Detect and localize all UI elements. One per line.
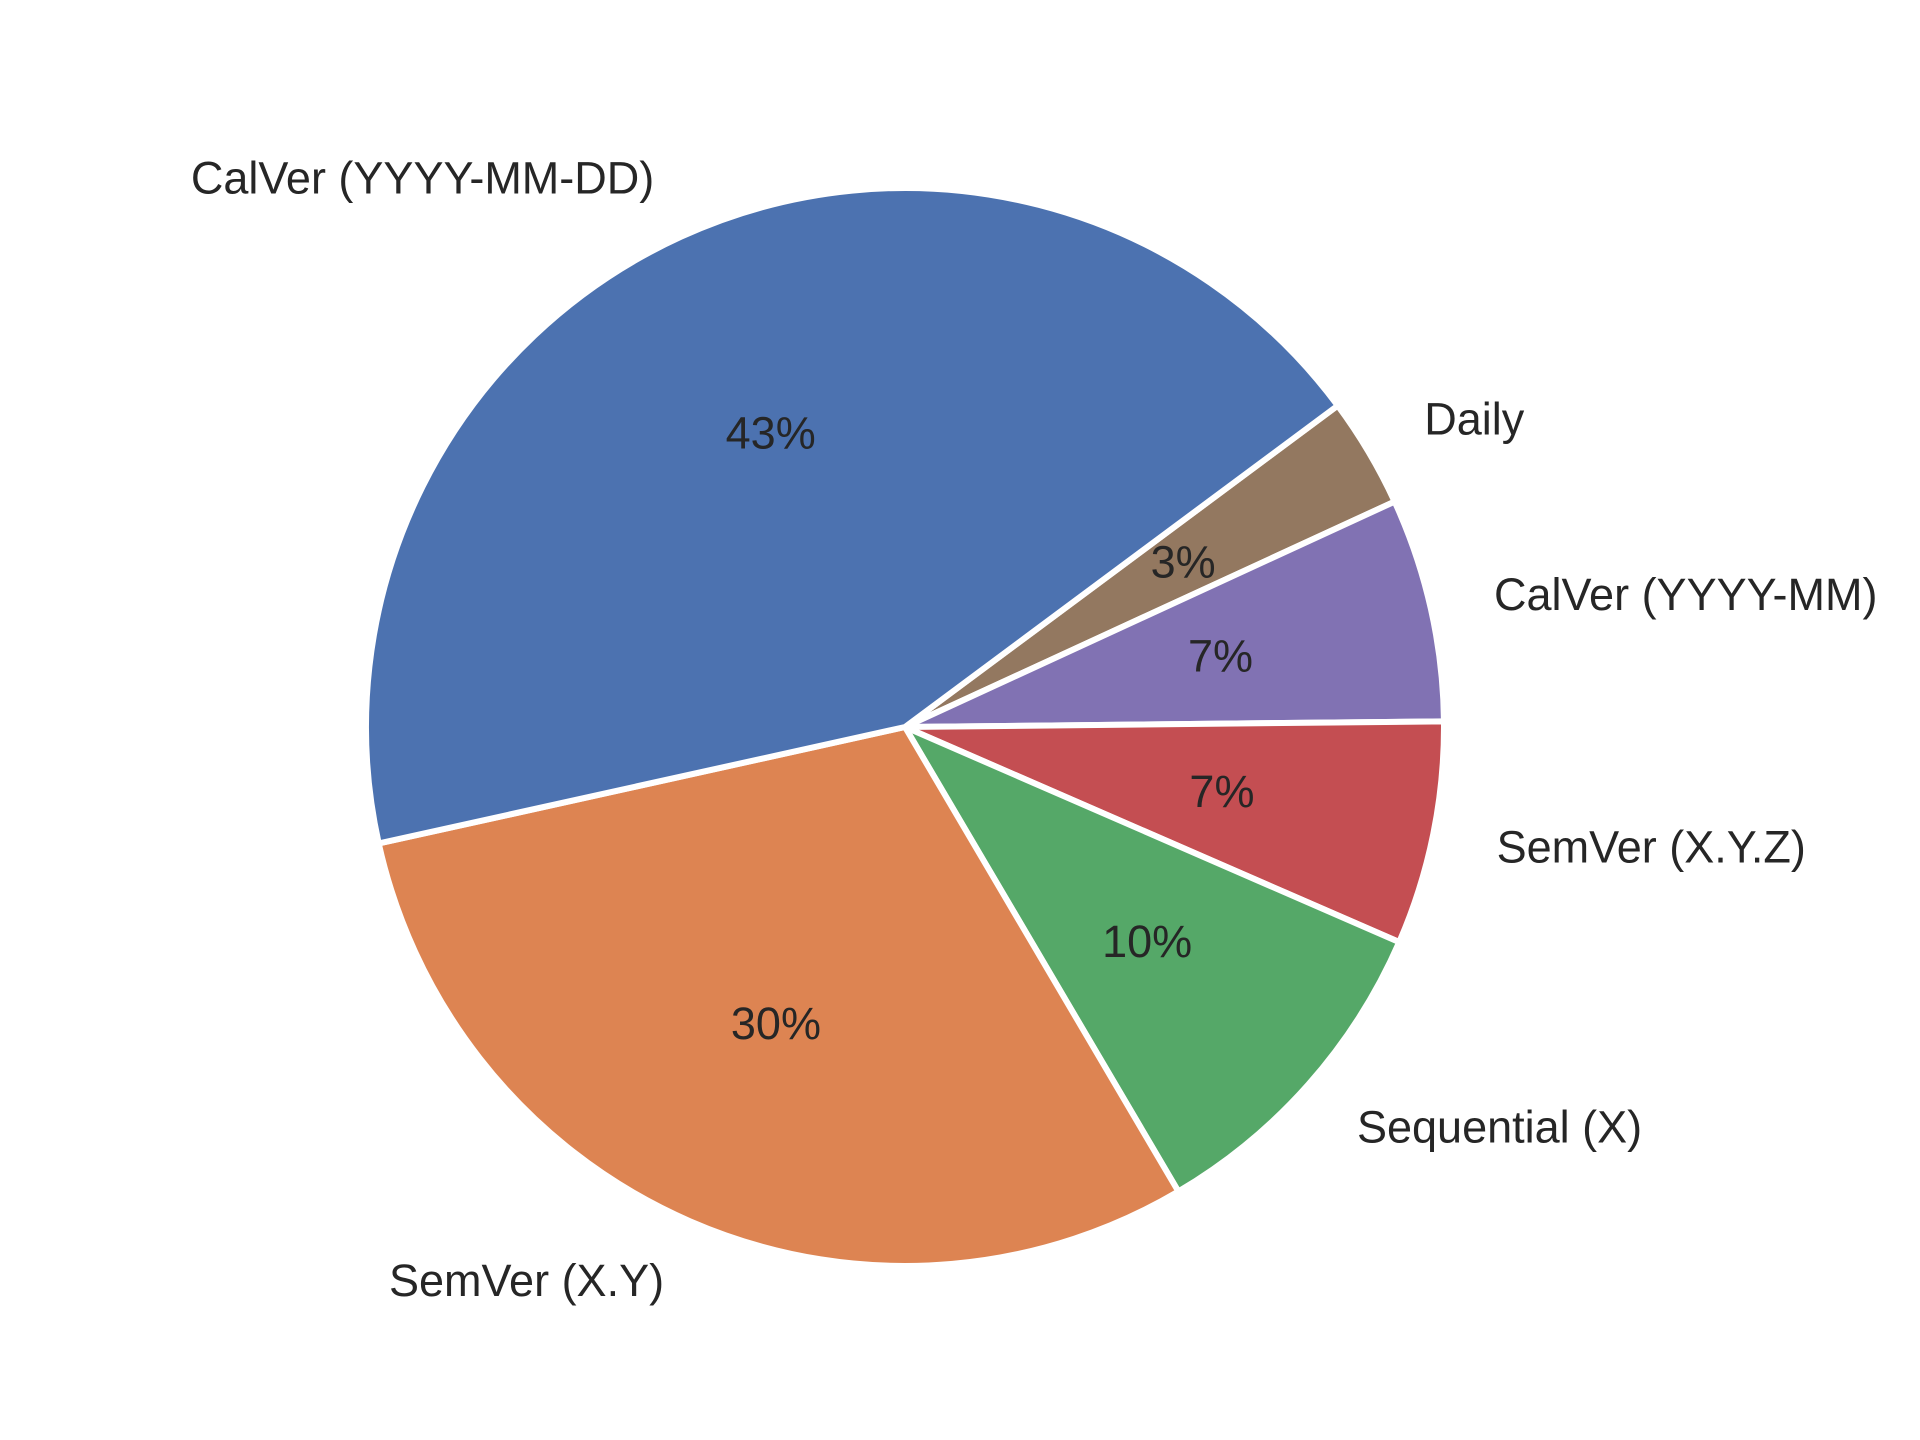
pct-label-calver-yyyy-mm: 7% — [1188, 631, 1253, 682]
pie-slice-sequential-x — [902, 724, 1403, 1195]
slice-label-semver-x-y: SemVer (X.Y) — [389, 1255, 664, 1306]
pct-label-sequential-x: 10% — [1102, 916, 1192, 967]
pie-slice-semver-x-y-z — [902, 718, 1447, 946]
slice-label-sequential-x: Sequential (X) — [1357, 1102, 1642, 1153]
slice-label-semver-x-y-z: SemVer (X.Y.Z) — [1497, 821, 1806, 872]
slice-label-calver-yyyy-mm-dd: CalVer (YYYY-MM-DD) — [191, 152, 654, 203]
pct-label-daily: 3% — [1151, 537, 1216, 588]
pct-label-semver-x-y-z: 7% — [1189, 766, 1254, 817]
percent-labels: 3% 7% 7% 10% 30% 43% — [726, 407, 1255, 1049]
slice-label-daily: Daily — [1424, 394, 1525, 445]
pie-slice-calver-yyyy-mm — [902, 498, 1447, 730]
pct-label-semver-x-y: 30% — [731, 998, 821, 1049]
pie-slice-calver-yyyy-mm-dd — [363, 184, 1341, 847]
pie-slice-semver-x-y — [375, 724, 1182, 1269]
slice-label-calver-yyyy-mm: CalVer (YYYY-MM) — [1494, 569, 1877, 620]
pct-label-calver-yyyy-mm-dd: 43% — [726, 407, 816, 458]
pie-slices — [363, 184, 1447, 1269]
slice-labels: Daily CalVer (YYYY-MM) SemVer (X.Y.Z) Seque… — [191, 152, 1878, 1306]
